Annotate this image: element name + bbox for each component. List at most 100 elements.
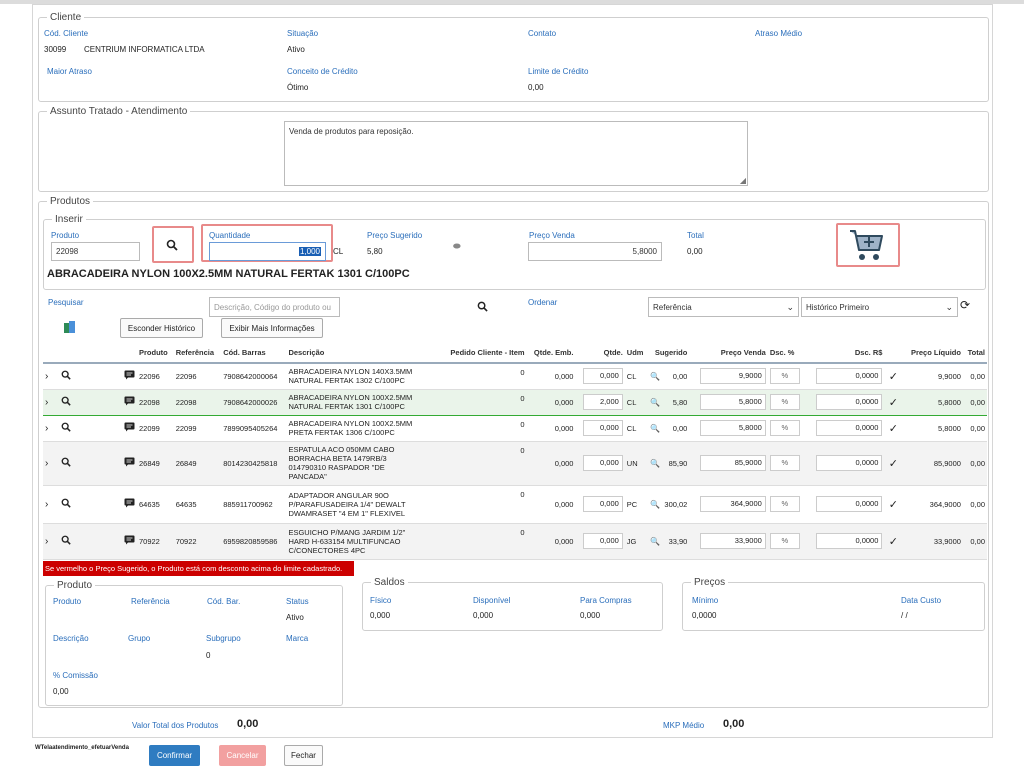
cell-udm: CL	[624, 415, 648, 442]
fechar-button[interactable]: Fechar	[284, 745, 323, 766]
cell-dsc-rs-input[interactable]: 0,0000	[816, 420, 883, 436]
row-message-button[interactable]	[77, 415, 137, 442]
expand-row-button[interactable]: ›	[43, 415, 59, 442]
row-message-button[interactable]	[77, 523, 137, 560]
cell-dsc-rs-input[interactable]: 0,0000	[816, 394, 883, 410]
cell-dsc-pct-input[interactable]: %	[769, 455, 800, 471]
header-produto[interactable]: Produto	[137, 343, 174, 364]
check-icon[interactable]: ✓	[884, 441, 903, 486]
check-icon[interactable]: ✓	[884, 485, 903, 524]
expand-row-button[interactable]: ›	[43, 363, 59, 390]
search-product-button[interactable]	[166, 239, 178, 253]
zoom-icon[interactable]: 🔍	[649, 397, 660, 407]
search-icon	[477, 301, 488, 312]
zoom-icon[interactable]: 🔍	[649, 536, 660, 546]
header-sugerido[interactable]: Sugerido	[647, 343, 690, 364]
cell-dsc-pct-input[interactable]: %	[769, 394, 800, 410]
cell-qtde-input[interactable]: 0,000	[582, 455, 623, 471]
header-total[interactable]: Total	[962, 343, 987, 364]
header-preco-liquido[interactable]: Preço Líquido	[902, 343, 963, 364]
add-to-cart-button[interactable]	[849, 228, 885, 264]
cell-dsc-pct-input[interactable]: %	[769, 496, 800, 512]
row-search-button[interactable]	[59, 363, 77, 390]
table-row[interactable]: › 26849 26849 8014230425818 ESPATULA ACO 050…	[43, 441, 987, 486]
assunto-legend: Assunto Tratado - Atendimento	[50, 106, 188, 117]
header-referencia[interactable]: Referência	[173, 343, 222, 364]
cell-dsc-pct-input[interactable]: %	[769, 533, 800, 549]
expand-row-button[interactable]: ›	[43, 441, 59, 486]
cell-preco-venda-input[interactable]: 9,9000	[699, 368, 766, 385]
zoom-icon[interactable]: 🔍	[649, 499, 660, 509]
search-button[interactable]	[477, 301, 488, 314]
check-icon[interactable]: ✓	[884, 523, 903, 560]
table-row[interactable]: › 70922 70922 6959820859586 ESGUICHO P/MANG …	[43, 523, 987, 560]
check-icon[interactable]: ✓	[884, 388, 903, 416]
cell-preco-venda-input[interactable]: 33,9000	[699, 533, 766, 549]
historico-select[interactable]: Histórico Primeiro ⌄	[801, 297, 958, 317]
row-search-button[interactable]	[59, 415, 77, 442]
row-search-button[interactable]	[59, 485, 77, 524]
cell-dsc-pct-input[interactable]: %	[769, 420, 800, 436]
cell-dsc-rs-input[interactable]: 0,0000	[816, 368, 883, 385]
header-preco-venda[interactable]: Preço Venda	[689, 343, 768, 364]
cell-preco-venda-input[interactable]: 85,9000	[699, 455, 766, 471]
cell-qtde-input[interactable]: 0,000	[582, 496, 623, 512]
quantidade-input[interactable]: 1,000	[209, 242, 326, 261]
table-row[interactable]: › 22098 22098 7908642000026 ABRACADEIRA NYLO…	[43, 388, 987, 416]
header-qtde[interactable]: Qtde.	[575, 343, 625, 364]
cell-preco-venda-input[interactable]: 5,8000	[699, 420, 766, 436]
check-icon[interactable]: ✓	[884, 363, 903, 390]
produto-input[interactable]: 22098	[51, 242, 140, 261]
det-descricao-label: Descrição	[53, 634, 89, 643]
header-dsc-pct[interactable]: Dsc. %	[767, 343, 806, 364]
cell-dsc-rs-input[interactable]: 0,0000	[816, 455, 883, 471]
zoom-icon[interactable]: 🔍	[649, 371, 660, 381]
header-cod-barras[interactable]: Cód. Barras	[221, 343, 287, 364]
search-input[interactable]: Descrição, Código do produto ou	[209, 297, 340, 317]
table-header: Produto Referência Cód. Barras Descrição…	[43, 343, 987, 364]
cell-sugerido: 33,90	[668, 536, 688, 546]
cell-cod-barras: 7908642000064	[221, 363, 287, 390]
expand-row-button[interactable]: ›	[43, 388, 59, 416]
expand-row-button[interactable]: ›	[43, 523, 59, 560]
row-message-button[interactable]	[77, 485, 137, 524]
cell-dsc-rs-input[interactable]: 0,0000	[816, 533, 883, 549]
expand-row-button[interactable]: ›	[43, 485, 59, 524]
row-message-button[interactable]	[77, 363, 137, 390]
cell-qtde-input[interactable]: 0,000	[582, 533, 623, 549]
cell-preco-venda-input[interactable]: 5,8000	[699, 394, 766, 410]
cell-dsc-rs-input[interactable]: 0,0000	[816, 496, 883, 512]
ordenar-select[interactable]: Referência ⌄	[648, 297, 799, 317]
cell-qtde-input[interactable]: 0,000	[582, 368, 623, 385]
excel-export-button[interactable]	[63, 320, 76, 336]
cell-qtde-input[interactable]: 0,000	[582, 420, 623, 436]
check-icon[interactable]: ✓	[884, 415, 903, 442]
row-message-button[interactable]	[77, 388, 137, 416]
header-udm[interactable]: Udm	[624, 343, 648, 364]
resize-handle-icon[interactable]: ◢	[739, 176, 746, 185]
header-qtde-emb[interactable]: Qtde. Emb.	[526, 343, 576, 364]
row-search-button[interactable]	[59, 523, 77, 560]
sort-refresh-icon[interactable]: ⟳	[960, 298, 971, 312]
confirmar-button[interactable]: Confirmar	[149, 745, 200, 766]
row-search-button[interactable]	[59, 441, 77, 486]
row-message-button[interactable]	[77, 441, 137, 486]
header-dsc-rs[interactable]: Dsc. R$	[805, 343, 885, 364]
table-row[interactable]: › 64635 64635 885911700962 ADAPTADOR ANGULAR…	[43, 485, 987, 524]
assunto-textarea[interactable]: Venda de produtos para reposição. ◢	[284, 121, 748, 186]
cell-qtde-input[interactable]: 2,000	[582, 394, 623, 410]
header-pedido-cliente[interactable]: Pedido Cliente - Item	[438, 343, 527, 364]
cancelar-button[interactable]: Cancelar	[219, 745, 266, 766]
zoom-icon[interactable]: 🔍	[649, 423, 660, 433]
zoom-icon[interactable]: 🔍	[649, 458, 660, 468]
cell-preco-venda-input[interactable]: 364,9000	[699, 496, 766, 512]
exibir-informacoes-button[interactable]: Exibir Mais Informações	[221, 318, 323, 338]
esconder-historico-button[interactable]: Esconder Histórico	[120, 318, 203, 338]
preco-venda-input[interactable]: 5,8000	[528, 242, 662, 261]
table-row[interactable]: › 22099 22099 7899095405264 ABRACADEIRA NYLO…	[43, 415, 987, 442]
cell-dsc-pct-input[interactable]: %	[769, 368, 800, 385]
saldos-legend: Saldos	[374, 577, 405, 588]
header-descricao[interactable]: Descrição	[286, 343, 439, 364]
row-search-button[interactable]	[59, 388, 77, 416]
table-row[interactable]: › 22096 22096 7908642000064 ABRACADEIRA NYLO…	[43, 363, 987, 390]
